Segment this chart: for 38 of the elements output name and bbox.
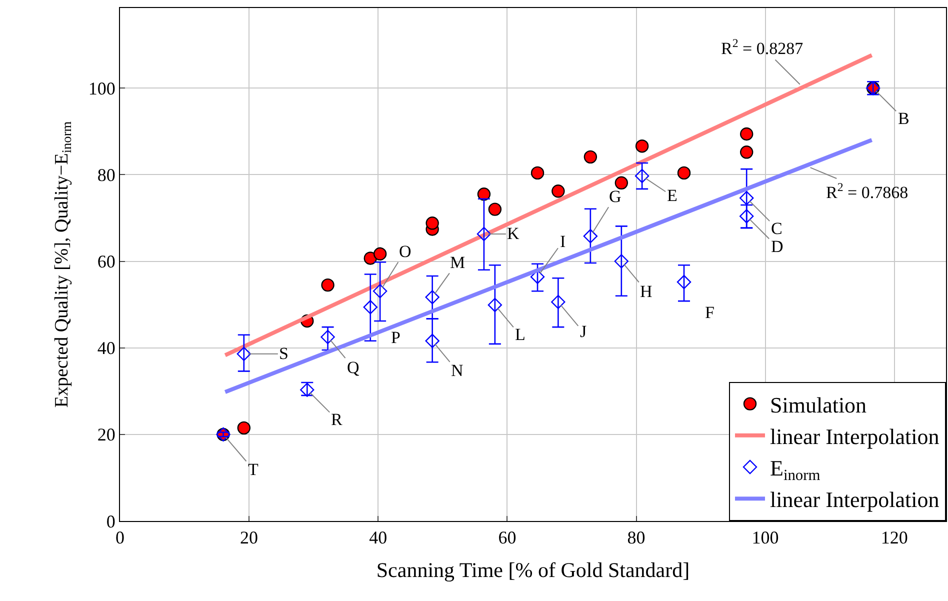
- y-tick-label: 40: [97, 338, 116, 358]
- annotation: T: [248, 460, 259, 479]
- annotation: S: [279, 344, 288, 363]
- legend-label: E$_{inorm}$: [770, 456, 820, 484]
- y-tick-label: 0: [106, 511, 116, 532]
- x-tick-label: 60: [498, 528, 516, 548]
- y-tick-label: 100: [88, 78, 116, 98]
- y-tick-label: 60: [97, 252, 116, 272]
- x-axis-title: Scanning Time [% of Gold Standard]: [376, 558, 690, 582]
- annotation: R: [331, 410, 343, 429]
- annotation: E: [667, 186, 678, 205]
- annotation: C: [771, 219, 782, 238]
- x-tick-label: 20: [240, 528, 258, 548]
- x-tick-label: 100: [752, 528, 779, 548]
- x-tick-label: 40: [369, 528, 388, 548]
- annotation: D: [771, 237, 784, 256]
- legend-label: linear Interpolation: [770, 424, 940, 449]
- annotation: Q: [347, 358, 360, 377]
- y-tick-label: 80: [97, 164, 116, 185]
- annotation: R$^{2}$ = 0.8287: [721, 36, 804, 58]
- x-tick-label: 120: [880, 528, 908, 548]
- annotation: R$^{2}$ = 0.7868: [826, 180, 908, 202]
- annotation: H: [640, 282, 652, 301]
- annotation: I: [560, 232, 566, 251]
- annotation: F: [705, 303, 714, 322]
- annotation: L: [515, 325, 526, 344]
- annotation: P: [391, 328, 400, 347]
- annotation: J: [580, 322, 587, 341]
- legend-label: linear Interpolation: [770, 487, 940, 512]
- annotation: B: [898, 109, 910, 128]
- annotation: K: [507, 224, 520, 243]
- annotation: M: [450, 253, 466, 272]
- annotation: O: [399, 242, 412, 261]
- y-tick-label: 20: [97, 424, 116, 445]
- annotation: N: [451, 361, 464, 380]
- legend-label: Simulation: [770, 392, 867, 418]
- x-tick-label: 80: [627, 528, 646, 548]
- annotation: G: [609, 187, 622, 206]
